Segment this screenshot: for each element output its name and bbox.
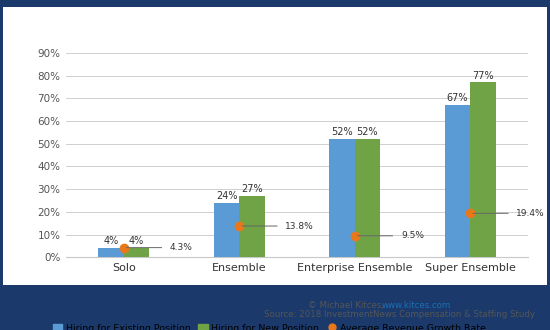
Bar <box>329 139 355 257</box>
Text: 4.3%: 4.3% <box>126 243 193 252</box>
Text: 9.5%: 9.5% <box>358 231 424 240</box>
Bar <box>355 139 380 257</box>
Bar <box>124 248 149 257</box>
Text: © Michael Kitces,: © Michael Kitces, <box>308 301 387 310</box>
Text: 52%: 52% <box>356 127 378 137</box>
Text: 52%: 52% <box>331 127 353 137</box>
Bar <box>98 248 124 257</box>
Legend: Hiring for Existing Position, Hiring for New Position, Average Revenue Growth Ra: Hiring for Existing Position, Hiring for… <box>53 323 486 330</box>
Text: 13.8%: 13.8% <box>242 221 314 231</box>
Bar <box>214 203 239 257</box>
Text: www.kitces.com: www.kitces.com <box>381 301 450 310</box>
Bar <box>445 105 470 257</box>
Text: 77%: 77% <box>472 71 494 81</box>
Text: NEW & EXISTING POSITIONS BY FIRM SIZE: NEW & EXISTING POSITIONS BY FIRM SIZE <box>140 35 454 49</box>
Bar <box>239 196 265 257</box>
Text: 4%: 4% <box>129 237 144 247</box>
Text: 24%: 24% <box>216 191 237 201</box>
Bar <box>470 82 496 257</box>
Text: ADVISORY FIRM GROWTH & HIRING RATES: ADVISORY FIRM GROWTH & HIRING RATES <box>139 21 455 35</box>
Text: 4%: 4% <box>103 237 119 247</box>
Text: 67%: 67% <box>447 93 468 103</box>
Text: 27%: 27% <box>241 184 263 194</box>
Text: Source: 2018 InvestmentNews Compensation & Staffing Study: Source: 2018 InvestmentNews Compensation… <box>264 310 535 319</box>
Text: 19.4%: 19.4% <box>473 209 545 218</box>
